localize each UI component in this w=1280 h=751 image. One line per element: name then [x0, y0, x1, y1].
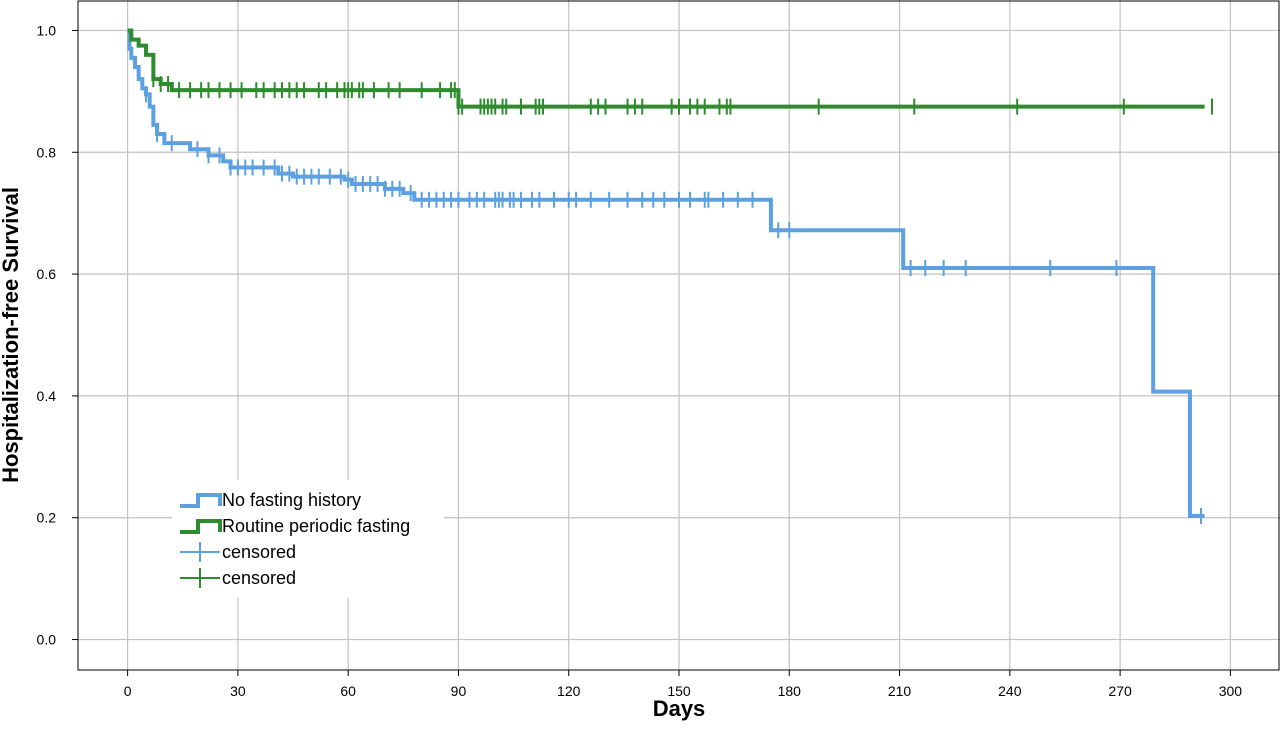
- x-tick-label: 240: [998, 683, 1022, 699]
- x-tick-label: 210: [888, 683, 912, 699]
- y-axis-title: Hospitalization-free Survival: [0, 187, 23, 483]
- x-tick-label: 270: [1108, 683, 1132, 699]
- series-no-fasting-history: [127, 28, 1205, 524]
- x-tick-label: 30: [230, 683, 246, 699]
- x-axis-title: Days: [653, 696, 706, 721]
- y-tick-label: 0.4: [37, 388, 57, 404]
- y-tick-label: 0.2: [37, 510, 57, 526]
- x-tick-label: 150: [667, 683, 691, 699]
- legend-label: Routine periodic fasting: [222, 516, 410, 536]
- survival-curve: [127, 28, 1205, 518]
- axes: 0 30 60 90 120 150 180 210 240 270 300 0.0 0.2 0.4 0.6…: [37, 0, 1280, 699]
- x-tick-label: 60: [340, 683, 356, 699]
- x-tick-label: 0: [124, 683, 132, 699]
- legend-step-swatch: [180, 519, 222, 534]
- y-tick-label: 1.0: [37, 22, 57, 38]
- legend-label: No fasting history: [222, 490, 361, 510]
- y-tick-label: 0.6: [37, 266, 57, 282]
- legend-step-swatch: [180, 493, 222, 508]
- legend-label: censored: [222, 568, 296, 588]
- legend: No fasting history Routine periodic fasti…: [172, 480, 444, 598]
- x-tick-label: 90: [451, 683, 467, 699]
- legend-label: censored: [222, 542, 296, 562]
- y-tick-label: 0.0: [37, 632, 57, 648]
- series-group: [127, 28, 1213, 524]
- x-tick-label: 120: [557, 683, 581, 699]
- x-tick-label: 300: [1219, 683, 1243, 699]
- series-routine-periodic-fasting: [127, 28, 1213, 115]
- survival-curve: [127, 28, 1205, 109]
- y-tick-label: 0.8: [37, 144, 57, 160]
- x-tick-label: 180: [778, 683, 802, 699]
